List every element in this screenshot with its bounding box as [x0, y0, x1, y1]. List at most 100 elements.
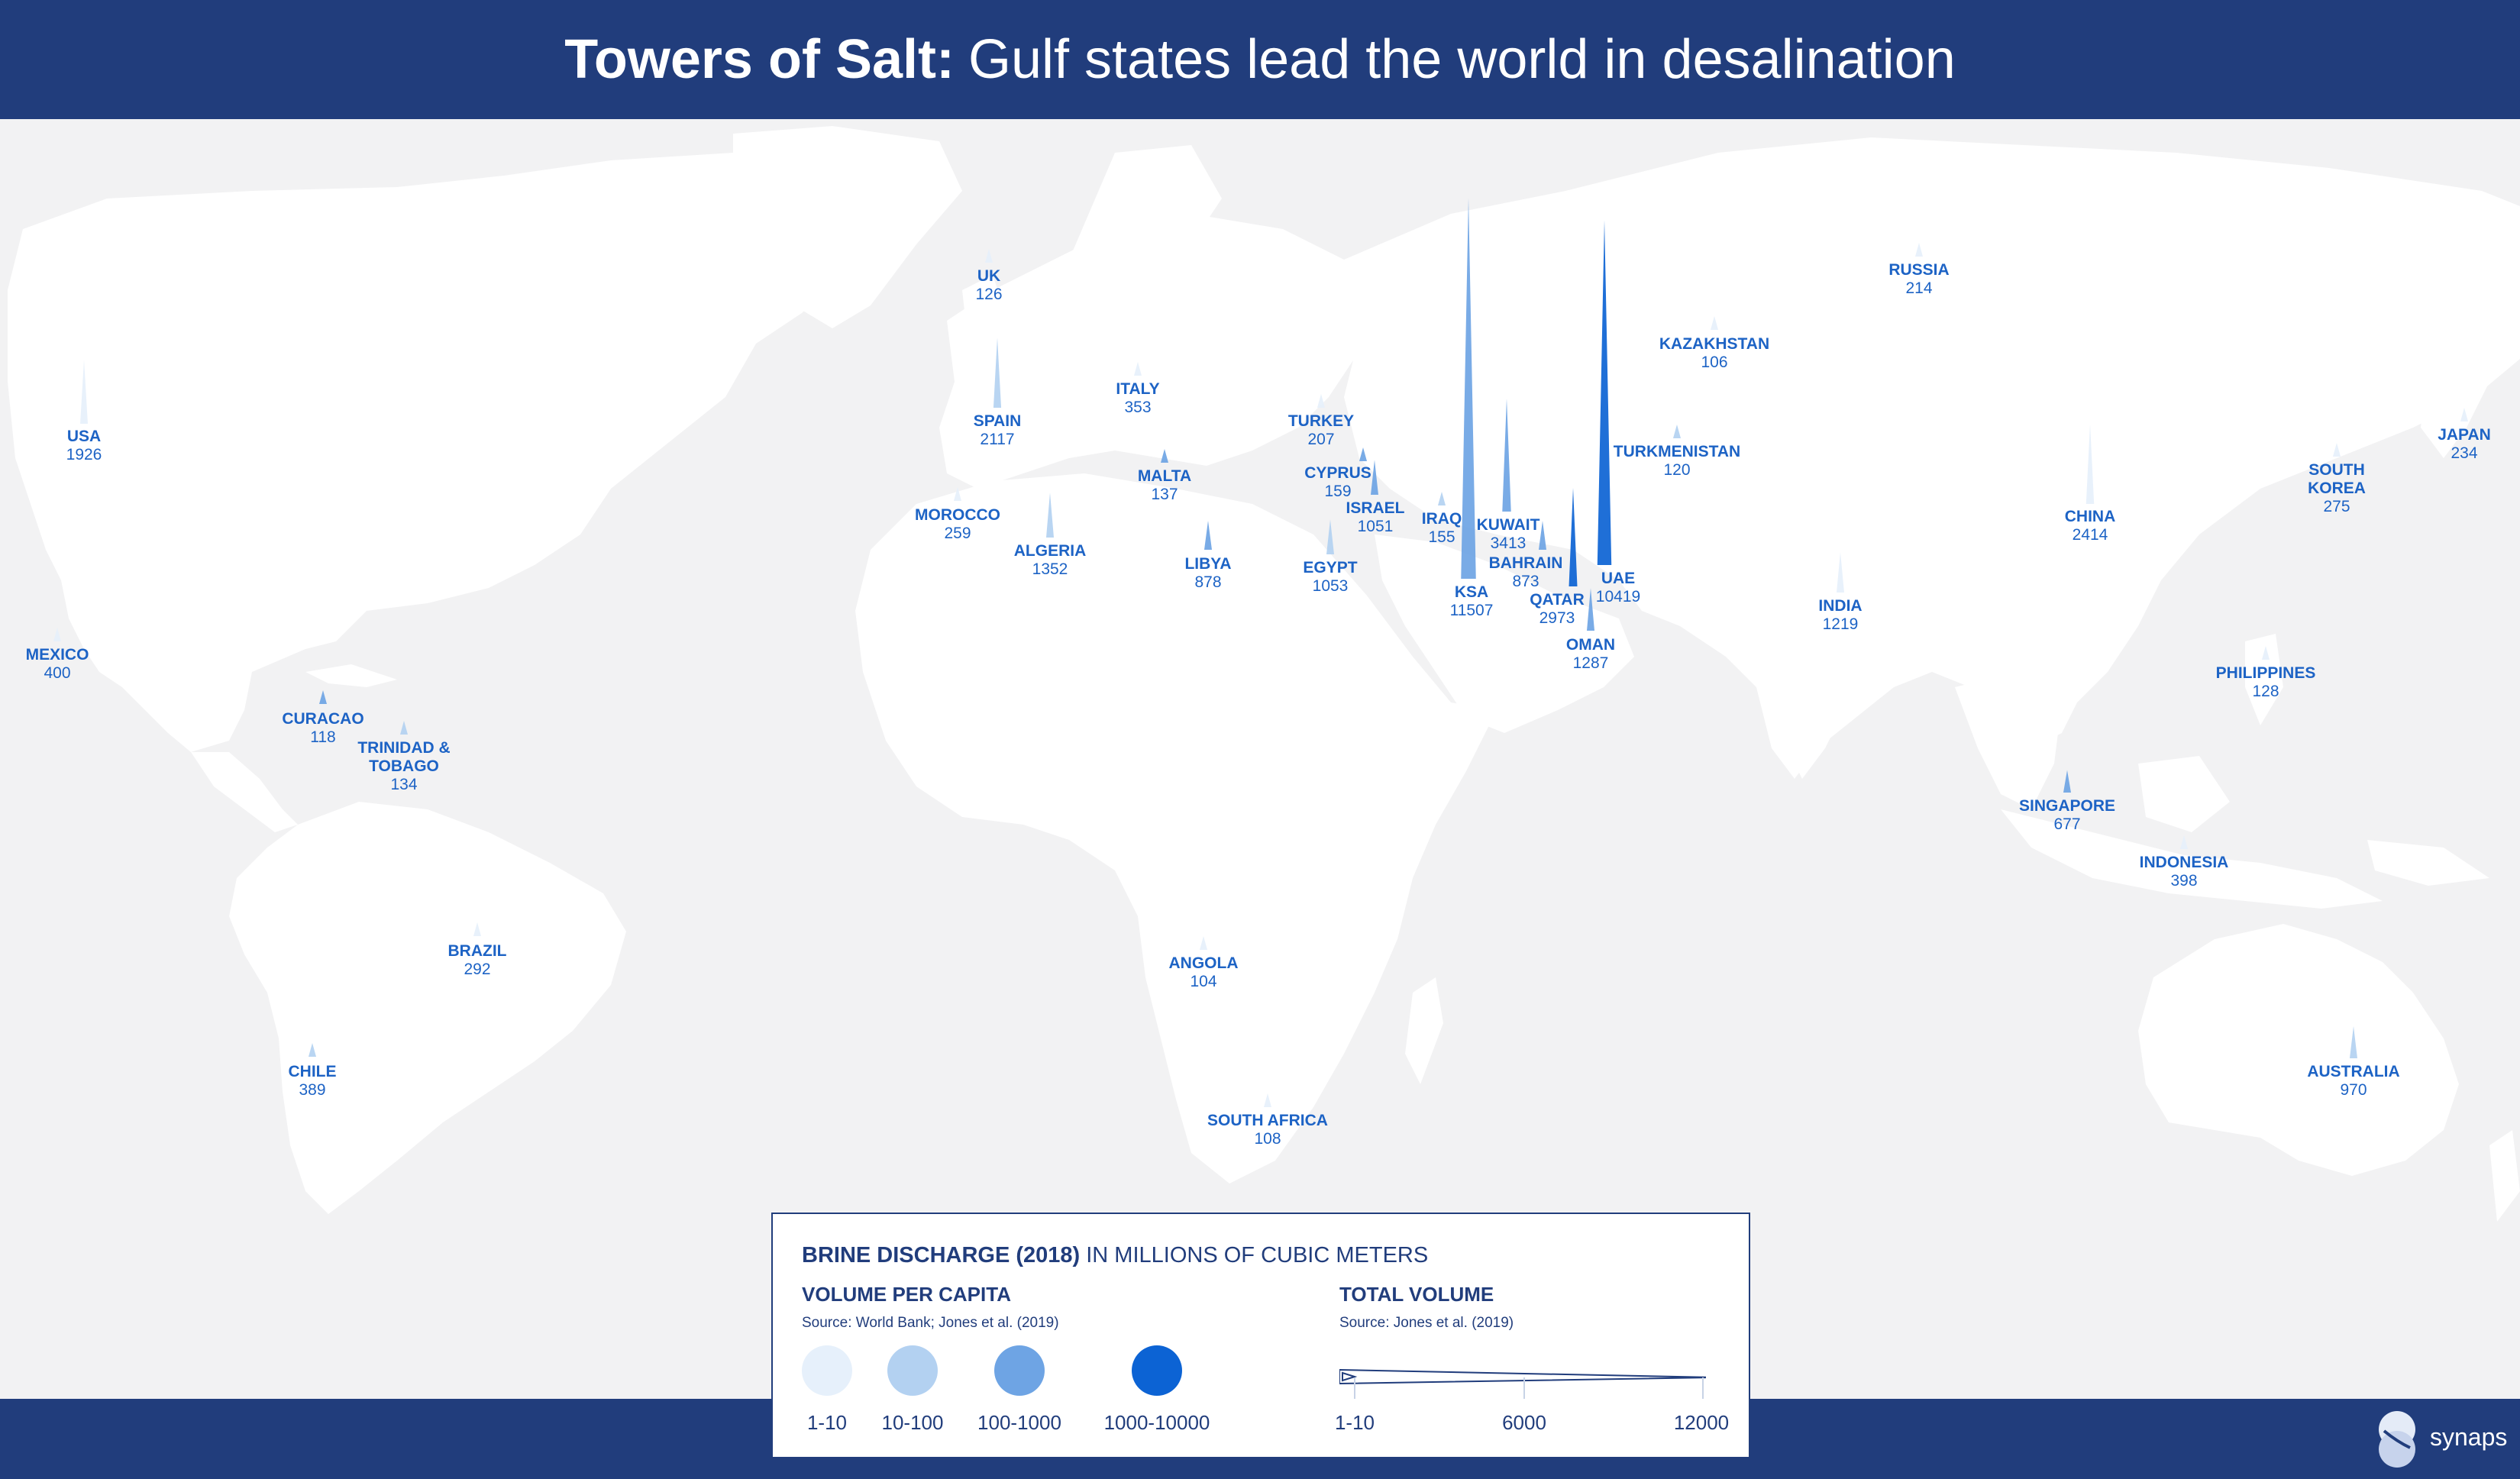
label-bahrain: BAHRAIN 873	[1488, 554, 1563, 590]
land-png	[2367, 840, 2489, 886]
land-arabia	[1375, 534, 1634, 733]
label-iraq: IRAQ 155	[1421, 510, 1462, 546]
world-map	[8, 126, 2520, 1222]
spike-usa	[80, 360, 88, 424]
label-angola: ANGOLA 104	[1168, 954, 1239, 990]
land-europe	[939, 214, 1375, 489]
label-algeria: ALGERIA 1352	[1013, 542, 1087, 578]
land-philippines	[2245, 634, 2283, 725]
land-australia	[2138, 924, 2459, 1176]
spike-south-korea	[2333, 443, 2341, 457]
spike-egypt	[1326, 519, 1334, 554]
label-japan: JAPAN 234	[2438, 426, 2491, 462]
label-south-korea: SOUTH KOREA 275	[2308, 461, 2366, 515]
tier-label-4: 1000-10000	[1103, 1411, 1210, 1434]
label-libya: LIBYA 878	[1184, 555, 1232, 591]
spike-turkey	[1317, 394, 1325, 408]
spike-kuwait	[1502, 399, 1511, 512]
label-turkey: TURKEY 207	[1287, 412, 1355, 448]
land-south-america	[229, 802, 626, 1214]
tier-circle-2	[887, 1345, 938, 1396]
spike-malta	[1161, 449, 1168, 463]
label-curacao: CURACAO 118	[282, 710, 364, 746]
tier-circle-4	[1132, 1345, 1182, 1396]
label-qatar: QATAR 2973	[1530, 591, 1585, 627]
legend-box: BRINE DISCHARGE (2018) IN MILLIONS OF CU…	[771, 1213, 1750, 1458]
land-new-zealand	[2489, 1130, 2520, 1222]
spike-oman	[1587, 588, 1594, 631]
spike-bahrain	[1539, 521, 1546, 550]
spike-ksa	[1461, 198, 1476, 579]
land-greenland	[733, 126, 962, 328]
label-australia: AUSTRALIA 970	[2307, 1063, 2400, 1099]
spike-qatar	[1569, 488, 1578, 586]
label-cyprus: CYPRUS 159	[1304, 464, 1371, 500]
spike-australia	[2350, 1025, 2357, 1058]
total-volume-scale	[1339, 1368, 1706, 1399]
page-title: Towers of Salt: Gulf states lead the wor…	[0, 0, 2520, 119]
brand-name: synaps	[2430, 1423, 2508, 1451]
total-source: Source: Jones et al. (2019)	[1339, 1315, 1514, 1331]
land-masses	[8, 126, 2520, 1222]
synaps-logo-icon	[2379, 1411, 2415, 1468]
label-italy: ITALY 353	[1116, 380, 1160, 416]
spike-brazil	[473, 922, 481, 936]
label-indonesia: INDONESIA 398	[2139, 854, 2229, 890]
label-singapore: SINGAPORE 677	[2018, 797, 2116, 833]
label-kuwait: KUWAIT 3413	[1476, 516, 1540, 552]
land-japan	[2421, 321, 2489, 458]
spike-italy	[1134, 362, 1142, 376]
label-ksa: KSA 11507	[1449, 583, 1494, 619]
tier-circle-3	[994, 1345, 1045, 1396]
label-egypt: EGYPT 1053	[1303, 559, 1358, 595]
land-india	[1726, 565, 1879, 779]
label-kazakhstan: KAZAKHSTAN 106	[1659, 335, 1770, 371]
spike-philippines	[2262, 646, 2270, 660]
label-china: CHINA 2414	[2064, 508, 2116, 544]
spike-trinidad-tobago	[400, 721, 408, 735]
land-se-asia	[1955, 672, 2062, 809]
title-rest: Gulf states lead the world in desalinati…	[968, 29, 1956, 90]
label-malta: MALTA 137	[1137, 467, 1192, 503]
brand-logo: synaps	[2375, 1403, 2508, 1472]
scale-label-mid: 6000	[1502, 1411, 1546, 1434]
label-israel: ISRAEL 1051	[1346, 499, 1405, 535]
label-morocco: MOROCCO 259	[915, 506, 1000, 542]
label-trinidad-tobago: TRINIDAD & TOBAGO 134	[357, 739, 451, 793]
land-africa	[855, 473, 1497, 1184]
land-scandinavia	[1069, 145, 1222, 275]
land-north-america	[8, 153, 855, 752]
land-borneo	[2138, 756, 2230, 832]
spike-uk	[985, 249, 993, 263]
spike-singapore	[2063, 770, 2071, 793]
spike-china	[2085, 424, 2095, 504]
header-bar	[0, 0, 2520, 119]
legend-title: BRINE DISCHARGE (2018) IN MILLIONS OF CU…	[802, 1243, 1429, 1267]
spike-cyprus	[1359, 447, 1367, 461]
spike-morocco	[954, 487, 961, 501]
title-bold: Towers of Salt:	[564, 29, 955, 90]
label-russia: RUSSIA 214	[1888, 261, 1950, 297]
label-brazil: BRAZIL 292	[447, 942, 507, 978]
spike-south-africa	[1264, 1093, 1271, 1107]
spike-curacao	[319, 690, 327, 704]
label-india: INDIA 1219	[1818, 597, 1863, 633]
spike-russia	[1915, 243, 1923, 257]
scale-label-max: 12000	[1673, 1411, 1730, 1434]
tier-label-1: 1-10	[806, 1411, 848, 1434]
spike-indonesia	[2180, 835, 2188, 849]
per-capita-heading: VOLUME PER CAPITA	[802, 1283, 1011, 1306]
tier-circle-1	[802, 1345, 852, 1396]
land-indonesia	[2001, 809, 2383, 909]
spike-layer	[53, 198, 2468, 1107]
label-chile: CHILE 389	[288, 1063, 337, 1099]
spike-algeria	[1046, 492, 1054, 538]
spike-turkmenistan	[1673, 425, 1681, 438]
label-philippines: PHILIPPINES 128	[2215, 664, 2316, 700]
spike-kazakhstan	[1711, 316, 1718, 330]
spike-uae	[1597, 220, 1612, 565]
tier-label-3: 100-1000	[977, 1411, 1061, 1434]
spike-spain	[993, 337, 1002, 408]
land-asia	[1344, 137, 2520, 779]
land-uk	[962, 275, 1008, 367]
